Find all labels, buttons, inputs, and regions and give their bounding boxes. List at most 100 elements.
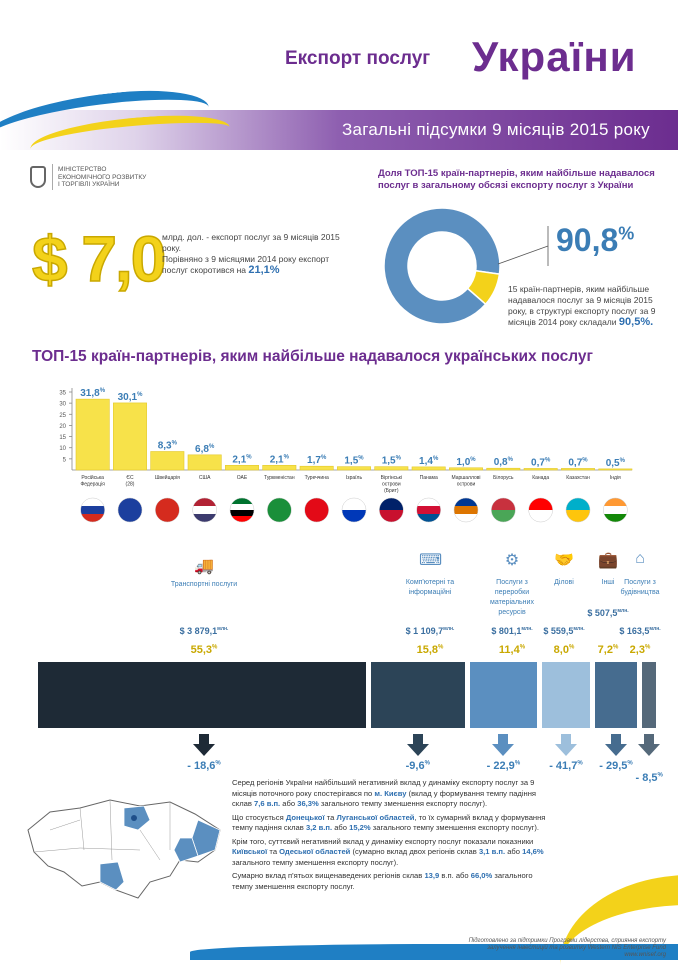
bar: [75, 398, 110, 471]
category-label: ЄС: [126, 475, 134, 481]
country-flag-icon: [379, 497, 404, 523]
y-tick-label: 25: [59, 413, 66, 419]
flag-stripe: [491, 498, 516, 511]
service-share: 55,3%: [180, 644, 228, 656]
service-name: Комп'ютерні та інформаційні: [405, 579, 455, 596]
service-change: - 18,6%: [174, 760, 234, 772]
service-change: - 8,5%: [619, 772, 678, 784]
bar-value-unit: %: [172, 441, 178, 447]
share-note: 15 країн-партнерів, яким найбільше надав…: [508, 284, 658, 328]
service-name: Інші: [601, 579, 615, 586]
regions-p2-d: або: [334, 823, 347, 832]
category-label: острови: [457, 482, 476, 488]
gear-cart-icon: ⚙: [504, 552, 520, 569]
service-name: Послуги з будівництва: [620, 579, 660, 596]
category-label: Туреччина: [305, 475, 329, 481]
flag-stripe: [118, 498, 142, 522]
service-share: 8,0%: [540, 644, 588, 656]
map-kyiv-city: [131, 815, 137, 821]
flag-border: [80, 497, 105, 523]
service-bar-segment: [469, 662, 538, 728]
service-amount-unit: млн.: [217, 626, 229, 632]
category-label: Казахстан: [566, 475, 590, 481]
map-luhansk-region: [191, 819, 221, 857]
flag-stripe: [566, 510, 590, 522]
flag-border: [341, 497, 367, 523]
bar: [561, 468, 595, 471]
bar-value-label: 1,7%: [307, 455, 327, 466]
down-arrow-icon: [554, 734, 577, 756]
truck-icon: 🚚: [194, 558, 214, 575]
flag-stripe: [454, 514, 478, 522]
service-change: - 41,7%: [536, 760, 596, 772]
flag-stripe: [454, 506, 478, 515]
service-bar-segment: [542, 662, 590, 728]
country-flag-icon: [267, 497, 292, 523]
regions-p3: Крім того, суттєвий негативний вклад у д…: [232, 837, 552, 869]
service-amount-value: $ 1 109,7: [405, 626, 444, 636]
bar-value-label: 0,8%: [494, 457, 514, 468]
category-label: Російська: [81, 474, 104, 481]
y-tick-label: 5: [63, 457, 67, 463]
bar-value-label: 0,5%: [606, 458, 626, 469]
service-change-value: - 18,6: [187, 760, 216, 772]
keyboard-icon: ⌨: [419, 552, 443, 569]
flag-border: [528, 497, 553, 523]
bar-value-label: 1,4%: [419, 456, 439, 467]
regions-p2-v2: 15,2%: [349, 823, 371, 832]
service-amount-value: $ 163,5: [619, 626, 650, 636]
category-label: Канада: [532, 475, 549, 481]
service-change-value: - 8,5: [635, 772, 658, 784]
house-hand-icon: ⌂: [635, 550, 645, 567]
service-change: -9,6%: [388, 760, 448, 772]
share-title: Доля ТОП-15 країн-партнерів, яким найбіл…: [378, 168, 655, 191]
service-change-unit: %: [424, 760, 430, 767]
category-label: США: [199, 475, 211, 481]
service-amount-value: $ 507,5: [587, 608, 618, 618]
service-change: - 29,5%: [586, 760, 646, 772]
service-share: 2,3%: [616, 644, 664, 656]
service-share-unit: %: [519, 644, 526, 651]
subtitle-band: [0, 110, 678, 150]
service-change-unit: %: [215, 760, 221, 767]
flag-stripe: [304, 498, 329, 522]
service-change-value: - 29,5: [599, 760, 628, 772]
service-share-unit: %: [568, 644, 575, 651]
bar-value-label: 0,7%: [568, 457, 588, 468]
regions-p2-c: , то їх сумарний вклад у формування темп…: [232, 812, 546, 833]
bar-value-unit: %: [246, 454, 252, 460]
bar-value-label: 1,5%: [382, 456, 402, 467]
regions-p2-v1: 3,2 в.п.: [305, 823, 333, 832]
bar-value-label: 31,8%: [80, 388, 105, 399]
share-unit: %: [618, 223, 635, 244]
flag-stripe: [416, 498, 441, 507]
footer-credit: Підготовлено за підтримки Програми лідер…: [416, 938, 666, 959]
service-bar-segment: [642, 662, 656, 728]
y-tick-label: 30: [59, 402, 66, 408]
flag-stripe: [342, 498, 366, 511]
service-change-unit: %: [657, 772, 663, 779]
service-amount-unit: млн.: [617, 608, 629, 614]
flag-stripe: [192, 498, 217, 507]
summary-line1: млрд. дол. - експорт послуг за 9 місяців…: [162, 232, 340, 253]
bar-value-unit: %: [508, 457, 514, 463]
service-amount: $ 507,5млн.: [574, 608, 642, 618]
ministry-name: МІНІСТЕРСТВО ЕКОНОМІЧНОГО РОЗВИТКУ І ТОР…: [58, 166, 147, 188]
regions-p1-b: (вклад у формування темпу падіння склав: [232, 788, 537, 809]
flag-border: [192, 497, 217, 523]
briefcase-icon: 💼: [598, 552, 618, 569]
flag-stripe: [192, 514, 217, 522]
bar-value-unit: %: [209, 444, 215, 450]
decor-blue-band: [190, 944, 678, 960]
bar-value-unit: %: [545, 457, 551, 463]
map-odesa-region: [99, 861, 125, 891]
regions-p3-r1: Київської: [232, 847, 268, 856]
bar-value-unit: %: [396, 456, 402, 462]
bar: [337, 466, 371, 471]
country-flag-icon: [155, 497, 180, 523]
service-change-unit: %: [514, 760, 521, 767]
flag-stripe: [603, 514, 628, 522]
flag-stripe: [379, 498, 404, 511]
flag-stripe: [155, 498, 180, 522]
